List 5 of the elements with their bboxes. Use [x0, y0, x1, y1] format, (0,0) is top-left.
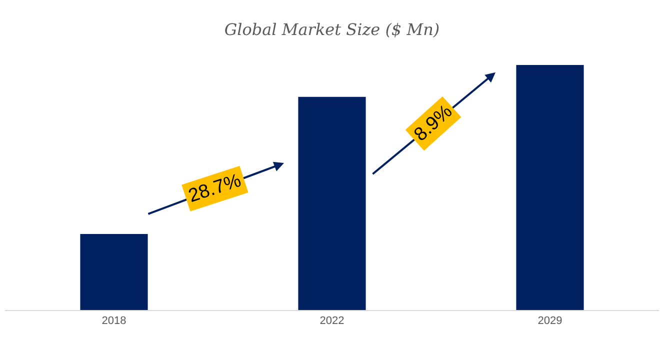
annotation: 28.7% — [186, 170, 244, 207]
chart-title: Global Market Size ($ Mn) — [224, 20, 440, 40]
x-tick-label: 2018 — [102, 315, 126, 328]
x-tick-label: 2022 — [320, 315, 344, 328]
x-tick-label: 2029 — [538, 315, 562, 328]
